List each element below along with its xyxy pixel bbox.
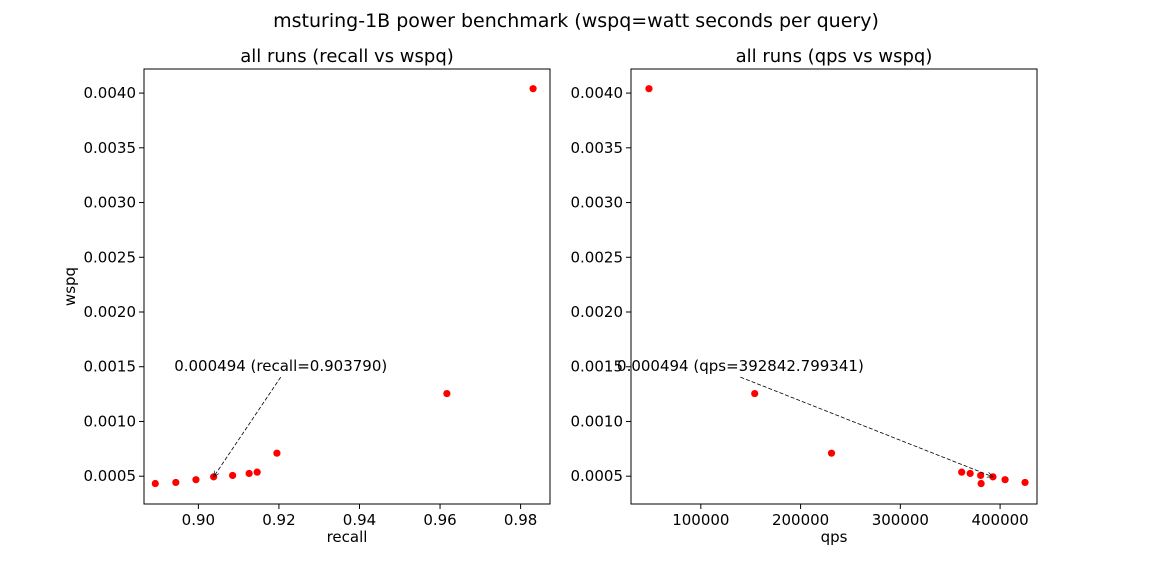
x-tick-label: 0.96 — [423, 511, 456, 529]
y-axis-label: wspq — [61, 267, 79, 306]
x-tick-label: 0.92 — [262, 511, 295, 529]
y-tick-label: 0.0020 — [571, 303, 624, 321]
plot-frame — [630, 68, 1038, 505]
y-tick-label: 0.0035 — [84, 139, 137, 157]
y-tick-label: 0.0015 — [571, 358, 624, 376]
x-axis-label: qps — [821, 528, 848, 546]
annotation-text: 0.000494 (qps=392842.799341) — [617, 357, 864, 375]
y-tick-label: 0.0025 — [84, 248, 137, 266]
subplot-2: all runs (qps vs wspq) 100000 200000 300000… — [571, 46, 1038, 546]
data-point — [977, 471, 985, 480]
data-point — [443, 389, 451, 398]
subplot-title: all runs (qps vs wspq) — [736, 46, 933, 67]
annotation-arrow — [214, 376, 282, 477]
x-tick-label: 300000 — [872, 511, 929, 529]
y-tick-label: 0.0005 — [84, 467, 137, 485]
data-point — [229, 471, 237, 480]
y-tick-label: 0.0040 — [84, 84, 137, 102]
y-tick-label: 0.0035 — [571, 139, 624, 157]
data-point — [151, 479, 159, 488]
x-tick-label: 0.94 — [343, 511, 376, 529]
x-tick-label: 0.90 — [182, 511, 215, 529]
y-tick-label: 0.0020 — [84, 303, 137, 321]
data-point — [1021, 478, 1029, 487]
data-point — [958, 468, 966, 476]
x-tick-label: 200000 — [772, 511, 829, 529]
x-tick-label: 400000 — [971, 511, 1028, 529]
data-point — [253, 468, 261, 476]
data-point — [827, 449, 836, 457]
data-point — [245, 469, 253, 478]
y-tick-label: 0.0040 — [571, 84, 624, 102]
annotation-text: 0.000494 (recall=0.903790) — [174, 357, 387, 375]
y-tick-label: 0.0015 — [84, 358, 137, 376]
y-tick-label: 0.0005 — [571, 467, 624, 485]
data-point — [977, 479, 985, 488]
data-point — [172, 478, 180, 487]
data-point — [645, 85, 653, 93]
data-point — [529, 85, 537, 93]
annotation-arrow — [740, 376, 993, 477]
x-axis-label: recall — [327, 528, 368, 546]
subplot-1: all runs (recall vs wspq) 0.90 0.92 0.94 0.9… — [61, 46, 551, 546]
data-point — [273, 449, 281, 457]
data-point — [966, 469, 974, 478]
subplot-title: all runs (recall vs wspq) — [240, 46, 454, 67]
y-tick-label: 0.0025 — [571, 248, 624, 266]
y-tick-label: 0.0030 — [571, 194, 624, 212]
figure-suptitle: msturing-1B power benchmark (wspq=watt s… — [273, 10, 879, 32]
y-tick-label: 0.0010 — [84, 412, 137, 430]
data-point — [751, 389, 759, 398]
plot-frame — [143, 68, 551, 505]
data-point — [210, 473, 218, 481]
x-tick-label: 0.98 — [504, 511, 537, 529]
y-tick-label: 0.0030 — [84, 194, 137, 212]
y-tick-label: 0.0010 — [571, 412, 624, 430]
data-point — [192, 476, 200, 484]
x-tick-label: 100000 — [672, 511, 729, 529]
data-point — [1001, 476, 1009, 484]
